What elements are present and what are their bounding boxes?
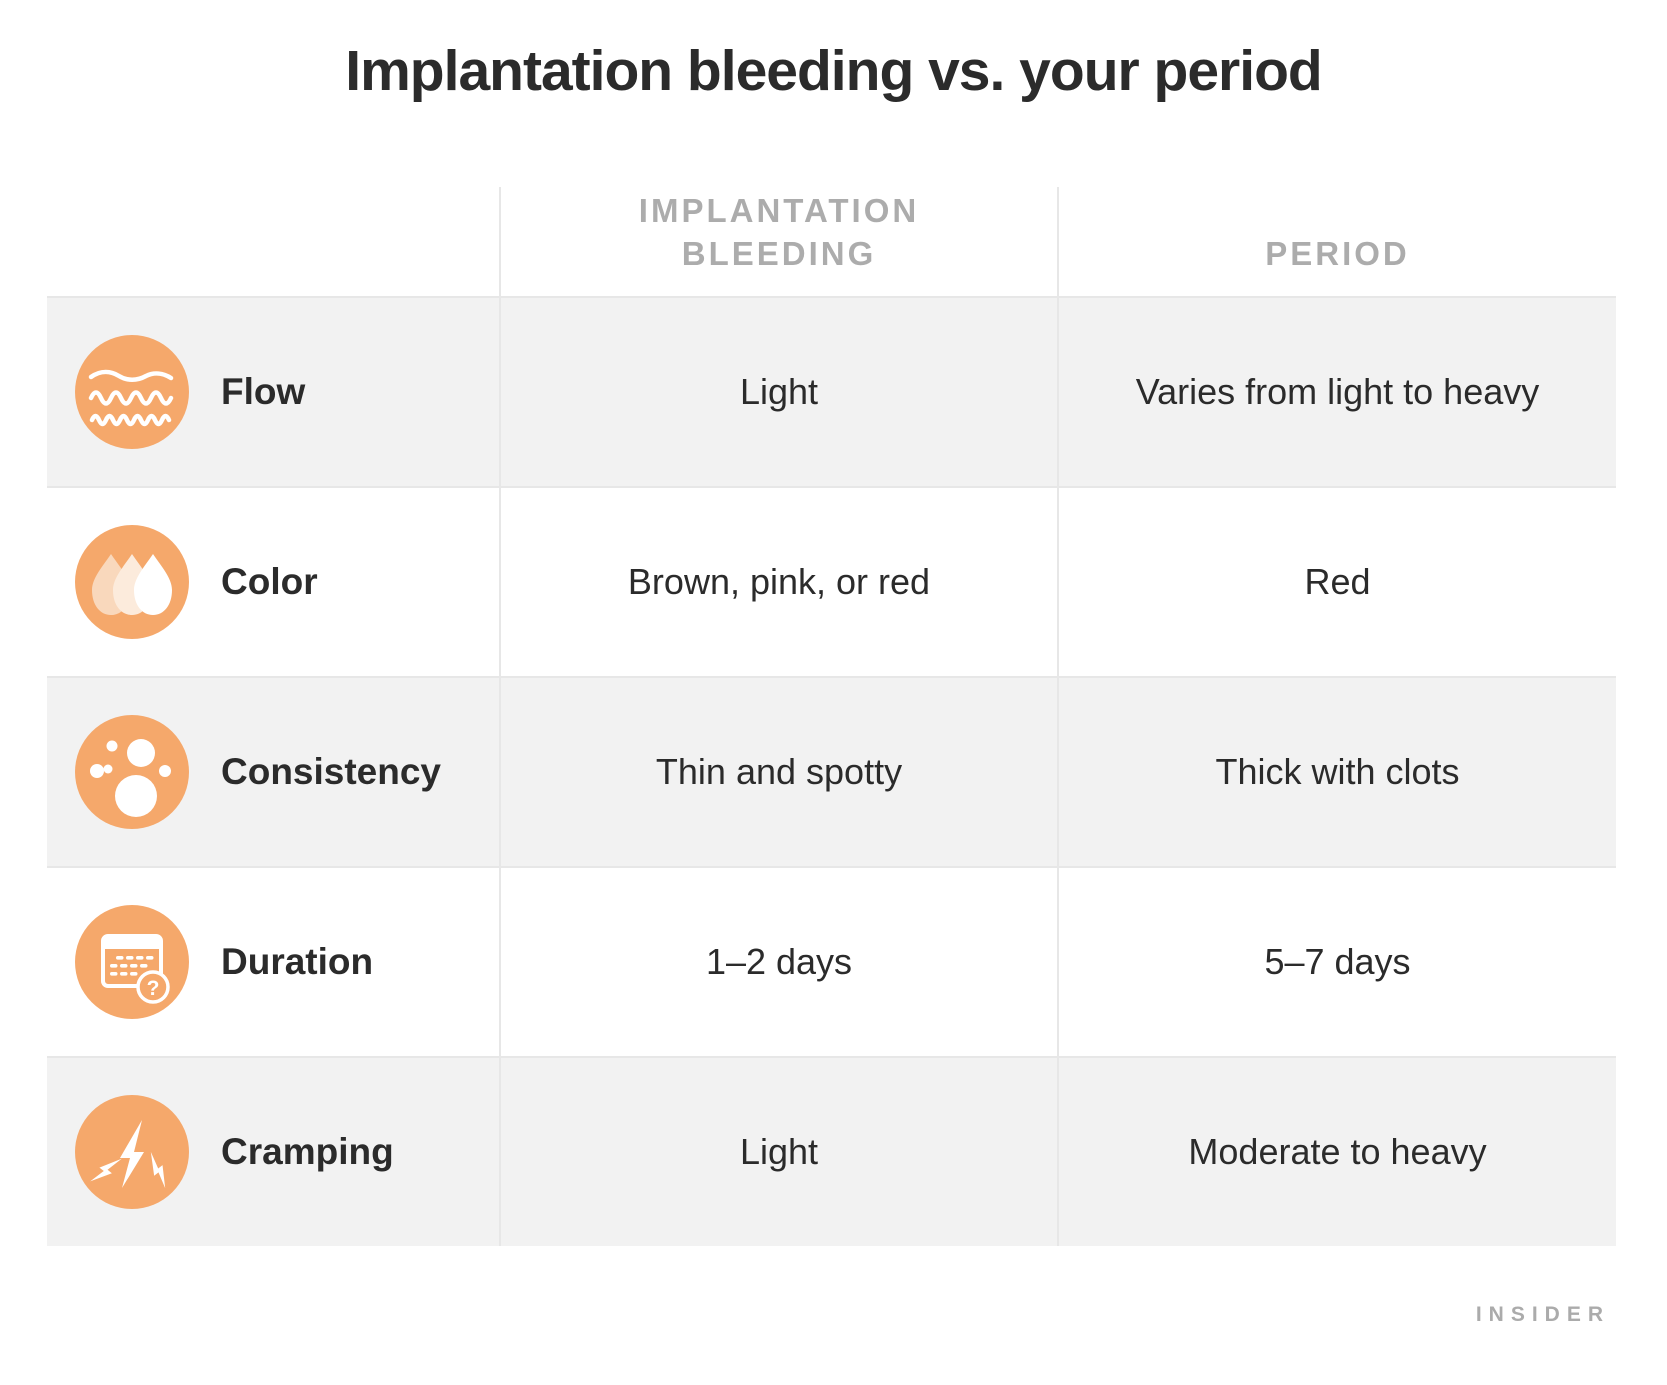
table-header-row: IMPLANTATION BLEEDING PERIOD (47, 187, 1616, 296)
cell-duration-period: 5–7 days (1057, 868, 1616, 1056)
page-title: Implantation bleeding vs. your period (345, 39, 1322, 103)
row-header-consistency: Consistency (47, 678, 499, 866)
lightning-bolts-icon (73, 1093, 191, 1211)
row-label: Flow (221, 371, 306, 412)
row-header-cramping: Cramping (47, 1058, 499, 1246)
row-header-color: Color (47, 488, 499, 676)
consistency-bubbles-icon (73, 713, 191, 831)
cell-cramping-implantation: Light (499, 1058, 1057, 1246)
row-header-flow: Flow (47, 298, 499, 486)
row-label: Consistency (221, 751, 442, 792)
cell-flow-implantation: Light (499, 298, 1057, 486)
cell-color-implantation: Brown, pink, or red (499, 488, 1057, 676)
color-drops-icon (73, 523, 191, 641)
header-implantation-bleeding: IMPLANTATION BLEEDING (499, 187, 1057, 296)
table-row-duration: ? Duration 1–2 days 5–7 days (47, 866, 1616, 1056)
cell-flow-period: Varies from light to heavy (1057, 298, 1616, 486)
header-period: PERIOD (1057, 187, 1616, 296)
cell-cramping-period: Moderate to heavy (1057, 1058, 1616, 1246)
table-row-cramping: Cramping Light Moderate to heavy (47, 1056, 1616, 1246)
header-corner-cell (47, 187, 499, 296)
svg-text:?: ? (147, 977, 160, 1000)
row-header-duration: ? Duration (47, 868, 499, 1056)
cell-consistency-implantation: Thin and spotty (499, 678, 1057, 866)
calendar-question-icon: ? (73, 903, 191, 1021)
cell-color-period: Red (1057, 488, 1616, 676)
insider-logo: INSIDER (1475, 1303, 1610, 1326)
table-row-flow: Flow Light Varies from light to heavy (47, 296, 1616, 486)
row-label: Duration (221, 941, 374, 982)
cell-consistency-period: Thick with clots (1057, 678, 1616, 866)
row-label: Cramping (221, 1131, 394, 1172)
table-row-consistency: Consistency Thin and spotty Thick with c… (47, 676, 1616, 866)
comparison-table: IMPLANTATION BLEEDING PERIOD Flow Light … (47, 187, 1616, 1246)
table-row-color: Color Brown, pink, or red Red (47, 486, 1616, 676)
row-label: Color (221, 561, 318, 602)
flow-waves-icon (73, 333, 191, 451)
cell-duration-implantation: 1–2 days (499, 868, 1057, 1056)
